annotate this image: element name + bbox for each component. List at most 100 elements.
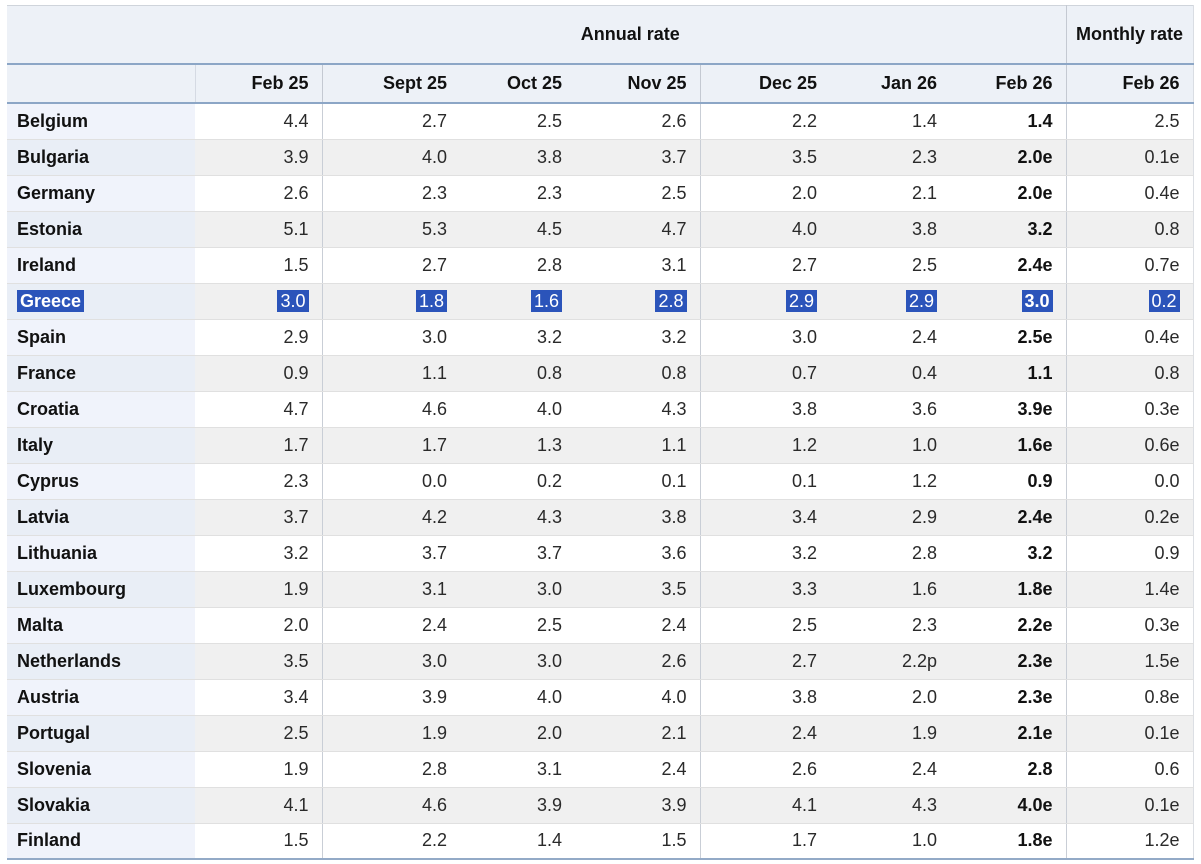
value-cell[interactable]: 3.0 — [322, 643, 460, 680]
value-cell[interactable]: 0.1e — [1066, 787, 1194, 824]
value-cell[interactable]: 0.8 — [575, 355, 701, 392]
value-cell[interactable]: 3.9 — [575, 787, 701, 824]
table-row[interactable]: Ireland 1.5 2.7 2.8 3.1 2.7 2.5 2.4e 0.7… — [7, 247, 1194, 284]
country-cell[interactable]: Lithuania — [7, 535, 195, 572]
value-cell[interactable]: 3.2 — [195, 535, 323, 572]
value-cell[interactable]: 3.2 — [950, 535, 1067, 572]
value-cell[interactable]: 2.4 — [830, 319, 950, 356]
country-cell[interactable]: Luxembourg — [7, 571, 195, 608]
value-cell[interactable]: 2.2 — [322, 823, 460, 860]
value-cell[interactable]: 3.1 — [322, 571, 460, 608]
value-cell[interactable]: 0.9 — [1066, 535, 1194, 572]
country-cell[interactable]: Spain — [7, 319, 195, 356]
value-cell[interactable]: 3.7 — [460, 535, 575, 572]
value-cell[interactable]: 2.5 — [700, 607, 830, 644]
value-cell[interactable]: 2.0 — [830, 679, 950, 716]
value-cell[interactable]: 3.6 — [830, 391, 950, 428]
value-cell[interactable]: 1.4 — [950, 103, 1067, 140]
value-cell[interactable]: 2.9 — [830, 283, 950, 320]
value-cell[interactable]: 2.5 — [1066, 103, 1194, 140]
value-cell[interactable]: 0.4 — [830, 355, 950, 392]
value-cell[interactable]: 3.5 — [700, 139, 830, 176]
value-cell[interactable]: 1.2 — [830, 463, 950, 500]
value-cell[interactable]: 0.1 — [700, 463, 830, 500]
table-row[interactable]: Spain 2.9 3.0 3.2 3.2 3.0 2.4 2.5e 0.4e — [7, 319, 1194, 356]
value-cell[interactable]: 5.3 — [322, 211, 460, 248]
value-cell[interactable]: 2.6 — [195, 175, 323, 212]
value-cell[interactable]: 3.4 — [700, 499, 830, 536]
value-cell[interactable]: 2.4 — [322, 607, 460, 644]
value-cell[interactable]: 0.1 — [575, 463, 701, 500]
value-cell[interactable]: 2.3 — [322, 175, 460, 212]
country-cell[interactable]: Croatia — [7, 391, 195, 428]
value-cell[interactable]: 3.0 — [950, 283, 1067, 320]
value-cell[interactable]: 1.4 — [830, 103, 950, 140]
value-cell[interactable]: 4.1 — [700, 787, 830, 824]
value-cell[interactable]: 2.5 — [460, 607, 575, 644]
value-cell[interactable]: 1.1 — [322, 355, 460, 392]
value-cell[interactable]: 2.2 — [700, 103, 830, 140]
value-cell[interactable]: 0.2e — [1066, 499, 1194, 536]
country-cell[interactable]: Slovakia — [7, 787, 195, 824]
table-row[interactable]: Netherlands 3.5 3.0 3.0 2.6 2.7 2.2p 2.3… — [7, 643, 1194, 680]
value-cell[interactable]: 2.4 — [575, 607, 701, 644]
value-cell[interactable]: 2.8 — [460, 247, 575, 284]
value-cell[interactable]: 2.4 — [700, 715, 830, 752]
table-row[interactable]: Belgium 4.4 2.7 2.5 2.6 2.2 1.4 1.4 2.5 — [7, 103, 1194, 140]
value-cell[interactable]: 0.1e — [1066, 715, 1194, 752]
value-cell[interactable]: 1.9 — [830, 715, 950, 752]
value-cell[interactable]: 2.2e — [950, 607, 1067, 644]
value-cell[interactable]: 3.8 — [830, 211, 950, 248]
table-row[interactable]: Cyprus 2.3 0.0 0.2 0.1 0.1 1.2 0.9 0.0 — [7, 463, 1194, 500]
value-cell[interactable]: 2.5 — [830, 247, 950, 284]
value-cell[interactable]: 1.9 — [195, 751, 323, 788]
value-cell[interactable]: 0.8 — [1066, 355, 1194, 392]
table-row[interactable]: France 0.9 1.1 0.8 0.8 0.7 0.4 1.1 0.8 — [7, 355, 1194, 392]
value-cell[interactable]: 1.5e — [1066, 643, 1194, 680]
value-cell[interactable]: 0.8e — [1066, 679, 1194, 716]
value-cell[interactable]: 3.7 — [322, 535, 460, 572]
value-cell[interactable]: 2.1 — [575, 715, 701, 752]
value-cell[interactable]: 1.7 — [322, 427, 460, 464]
value-cell[interactable]: 1.6 — [460, 283, 575, 320]
value-cell[interactable]: 0.3e — [1066, 607, 1194, 644]
value-cell[interactable]: 0.3e — [1066, 391, 1194, 428]
value-cell[interactable]: 2.4 — [830, 751, 950, 788]
value-cell[interactable]: 4.0 — [460, 391, 575, 428]
value-cell[interactable]: 2.3 — [830, 607, 950, 644]
value-cell[interactable]: 2.5 — [460, 103, 575, 140]
value-cell[interactable]: 4.0 — [322, 139, 460, 176]
value-cell[interactable]: 0.1e — [1066, 139, 1194, 176]
country-cell[interactable]: Cyprus — [7, 463, 195, 500]
value-cell[interactable]: 1.0 — [830, 823, 950, 860]
value-cell[interactable]: 3.2 — [700, 535, 830, 572]
table-row[interactable]: Slovenia 1.9 2.8 3.1 2.4 2.6 2.4 2.8 0.6 — [7, 751, 1194, 788]
value-cell[interactable]: 4.3 — [575, 391, 701, 428]
value-cell[interactable]: 3.0 — [460, 643, 575, 680]
value-cell[interactable]: 2.5e — [950, 319, 1067, 356]
value-cell[interactable]: 3.8 — [575, 499, 701, 536]
value-cell[interactable]: 1.7 — [195, 427, 323, 464]
value-cell[interactable]: 0.9 — [950, 463, 1067, 500]
value-cell[interactable]: 4.3 — [460, 499, 575, 536]
value-cell[interactable]: 2.4e — [950, 247, 1067, 284]
value-cell[interactable]: 2.0 — [195, 607, 323, 644]
country-cell[interactable]: Latvia — [7, 499, 195, 536]
value-cell[interactable]: 1.6 — [830, 571, 950, 608]
value-cell[interactable]: 3.9 — [460, 787, 575, 824]
value-cell[interactable]: 2.6 — [700, 751, 830, 788]
table-row[interactable]: Austria 3.4 3.9 4.0 4.0 3.8 2.0 2.3e 0.8… — [7, 679, 1194, 716]
value-cell[interactable]: 4.7 — [575, 211, 701, 248]
value-cell[interactable]: 1.8e — [950, 571, 1067, 608]
value-cell[interactable]: 2.0 — [700, 175, 830, 212]
value-cell[interactable]: 3.4 — [195, 679, 323, 716]
value-cell[interactable]: 1.4 — [460, 823, 575, 860]
value-cell[interactable]: 2.4 — [575, 751, 701, 788]
table-row[interactable]: Slovakia 4.1 4.6 3.9 3.9 4.1 4.3 4.0e 0.… — [7, 787, 1194, 824]
value-cell[interactable]: 4.7 — [195, 391, 323, 428]
value-cell[interactable]: 2.1e — [950, 715, 1067, 752]
value-cell[interactable]: 1.9 — [195, 571, 323, 608]
value-cell[interactable]: 1.4e — [1066, 571, 1194, 608]
value-cell[interactable]: 2.0e — [950, 139, 1067, 176]
table-row[interactable]: Croatia 4.7 4.6 4.0 4.3 3.8 3.6 3.9e 0.3… — [7, 391, 1194, 428]
